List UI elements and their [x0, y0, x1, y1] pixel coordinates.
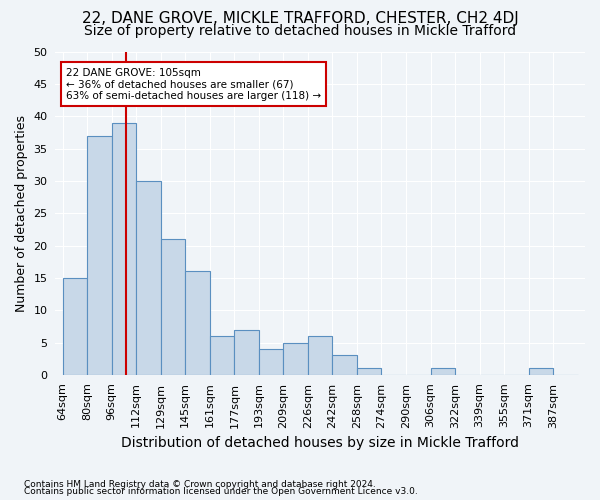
Text: Size of property relative to detached houses in Mickle Trafford: Size of property relative to detached ho…: [84, 24, 516, 38]
Bar: [235, 330, 259, 375]
Bar: [332, 356, 357, 375]
Bar: [357, 368, 382, 375]
Bar: [431, 368, 455, 375]
Text: 22 DANE GROVE: 105sqm
← 36% of detached houses are smaller (67)
63% of semi-deta: 22 DANE GROVE: 105sqm ← 36% of detached …: [66, 68, 321, 101]
Bar: [210, 336, 235, 375]
Bar: [529, 368, 553, 375]
Bar: [62, 278, 87, 375]
X-axis label: Distribution of detached houses by size in Mickle Trafford: Distribution of detached houses by size …: [121, 436, 519, 450]
Bar: [308, 336, 332, 375]
Bar: [112, 122, 136, 375]
Bar: [136, 181, 161, 375]
Bar: [87, 136, 112, 375]
Bar: [259, 349, 283, 375]
Bar: [161, 239, 185, 375]
Y-axis label: Number of detached properties: Number of detached properties: [15, 114, 28, 312]
Text: 22, DANE GROVE, MICKLE TRAFFORD, CHESTER, CH2 4DJ: 22, DANE GROVE, MICKLE TRAFFORD, CHESTER…: [82, 12, 518, 26]
Bar: [185, 272, 210, 375]
Bar: [283, 342, 308, 375]
Text: Contains HM Land Registry data © Crown copyright and database right 2024.: Contains HM Land Registry data © Crown c…: [24, 480, 376, 489]
Text: Contains public sector information licensed under the Open Government Licence v3: Contains public sector information licen…: [24, 487, 418, 496]
